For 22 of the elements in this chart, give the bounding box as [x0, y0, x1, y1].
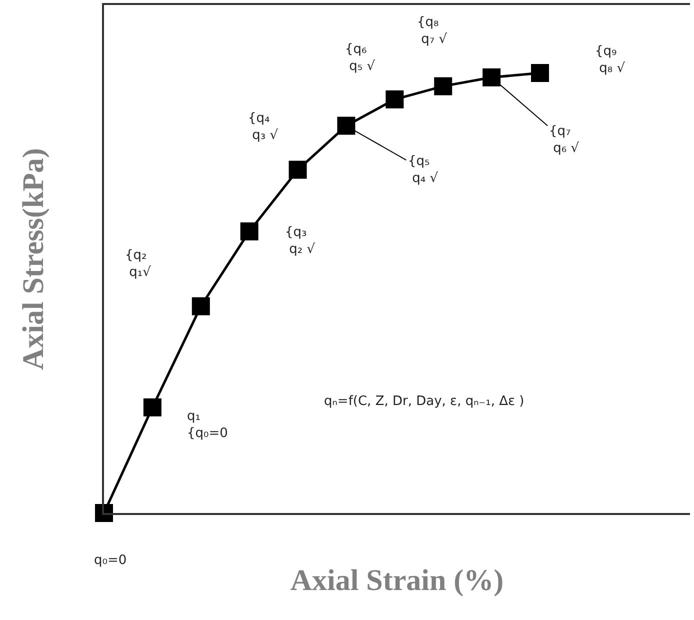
annotation: {q₅ q₄ √	[408, 154, 439, 186]
annotation: {q₃ q₂ √	[285, 225, 316, 257]
annotation: {q₇ q₆ √	[549, 124, 580, 156]
point	[386, 90, 404, 108]
x-axis-title: Axial Strain (%)	[290, 564, 504, 597]
annotation: qₙ=f(C, Z, Dr, Day, ε, qₙ₋₁, Δε )	[324, 394, 524, 409]
y-axis-title: Axial Stress(kPa)	[16, 148, 50, 370]
annotation: {q₆ q₅ √	[345, 42, 376, 74]
text: {q₉ q₈ √	[595, 44, 626, 76]
point	[482, 68, 501, 86]
point	[434, 77, 452, 96]
annotation: q₁ {q₀=0	[187, 409, 228, 441]
annotation: {q₄ q₃ √	[248, 111, 279, 143]
point	[337, 116, 356, 135]
point	[531, 64, 549, 82]
point	[240, 222, 258, 240]
point	[192, 297, 210, 316]
text: q₀=0	[94, 553, 127, 568]
text: {q₈ q₇ √	[417, 15, 448, 47]
point	[288, 160, 307, 179]
point	[143, 398, 162, 416]
annotation: {q₂ q₁√	[125, 248, 152, 280]
